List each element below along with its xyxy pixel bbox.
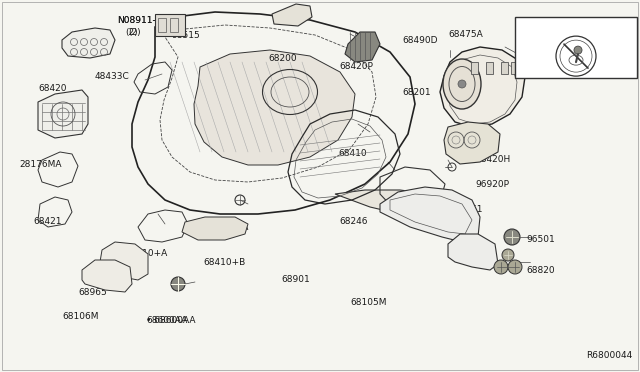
Text: 28176MA: 28176MA bbox=[19, 160, 61, 169]
Text: 68475A: 68475A bbox=[448, 30, 483, 39]
Text: 68520: 68520 bbox=[472, 134, 501, 143]
Circle shape bbox=[171, 277, 185, 291]
Text: 68600AA: 68600AA bbox=[146, 316, 187, 325]
Text: 68252: 68252 bbox=[472, 108, 501, 117]
Polygon shape bbox=[335, 190, 435, 214]
Text: 68965: 68965 bbox=[78, 288, 107, 296]
Text: 68410+B: 68410+B bbox=[204, 258, 246, 267]
Polygon shape bbox=[448, 234, 498, 270]
Text: LABEL FOR: LABEL FOR bbox=[551, 25, 601, 34]
Text: 68246: 68246 bbox=[339, 217, 368, 226]
Bar bbox=[158, 18, 166, 32]
Text: 68420H: 68420H bbox=[475, 155, 510, 164]
Text: 68200: 68200 bbox=[269, 54, 298, 63]
Polygon shape bbox=[62, 28, 115, 58]
Bar bbox=[155, 14, 185, 36]
Text: 68901: 68901 bbox=[282, 275, 310, 284]
Text: 96501: 96501 bbox=[526, 235, 555, 244]
Text: 68900: 68900 bbox=[353, 193, 382, 202]
Text: (2): (2) bbox=[125, 28, 138, 37]
Text: AIRBAG: AIRBAG bbox=[559, 37, 593, 46]
Text: 68421: 68421 bbox=[33, 217, 62, 226]
Text: 68410+A: 68410+A bbox=[125, 249, 168, 258]
Text: N08911-10637: N08911-10637 bbox=[117, 16, 184, 25]
Circle shape bbox=[574, 46, 582, 54]
Text: 68820: 68820 bbox=[526, 266, 555, 275]
Text: 68410: 68410 bbox=[338, 149, 367, 158]
Text: 48433C: 48433C bbox=[95, 72, 129, 81]
Bar bbox=[486, 62, 493, 74]
Bar bbox=[501, 62, 508, 74]
Circle shape bbox=[504, 229, 520, 245]
Text: N08911-10637: N08911-10637 bbox=[117, 16, 184, 25]
Bar bbox=[515, 17, 637, 78]
Bar bbox=[471, 62, 478, 74]
Bar bbox=[511, 62, 518, 74]
Text: 68105M: 68105M bbox=[351, 298, 387, 307]
Text: (2): (2) bbox=[128, 28, 141, 37]
Text: 96920P: 96920P bbox=[475, 180, 509, 189]
Text: 68106M: 68106M bbox=[63, 312, 99, 321]
Circle shape bbox=[494, 260, 508, 274]
Text: 28176M: 28176M bbox=[275, 12, 312, 21]
Polygon shape bbox=[440, 47, 525, 127]
Polygon shape bbox=[100, 242, 148, 280]
Text: 26261+A: 26261+A bbox=[198, 223, 241, 232]
Polygon shape bbox=[38, 90, 88, 138]
Text: • 26261+A: • 26261+A bbox=[198, 223, 249, 232]
Polygon shape bbox=[194, 50, 355, 165]
Text: 98591M: 98591M bbox=[557, 49, 595, 58]
Text: 68490D: 68490D bbox=[402, 36, 437, 45]
Circle shape bbox=[508, 260, 522, 274]
Text: • 68600AA: • 68600AA bbox=[146, 316, 195, 325]
Text: 68420: 68420 bbox=[38, 84, 67, 93]
Polygon shape bbox=[82, 260, 132, 292]
Polygon shape bbox=[182, 217, 248, 240]
Text: 26261: 26261 bbox=[454, 205, 483, 214]
Polygon shape bbox=[345, 32, 380, 62]
Polygon shape bbox=[444, 122, 500, 164]
Text: 68520M: 68520M bbox=[64, 40, 100, 49]
Circle shape bbox=[502, 249, 514, 261]
Ellipse shape bbox=[443, 59, 481, 109]
Circle shape bbox=[458, 80, 466, 88]
Text: 68420P: 68420P bbox=[339, 62, 373, 71]
Text: 68201: 68201 bbox=[402, 88, 431, 97]
Bar bbox=[170, 18, 178, 32]
Polygon shape bbox=[272, 4, 312, 26]
Text: 98515: 98515 bbox=[172, 31, 200, 40]
Text: R6800044: R6800044 bbox=[586, 351, 632, 360]
Polygon shape bbox=[380, 187, 480, 242]
